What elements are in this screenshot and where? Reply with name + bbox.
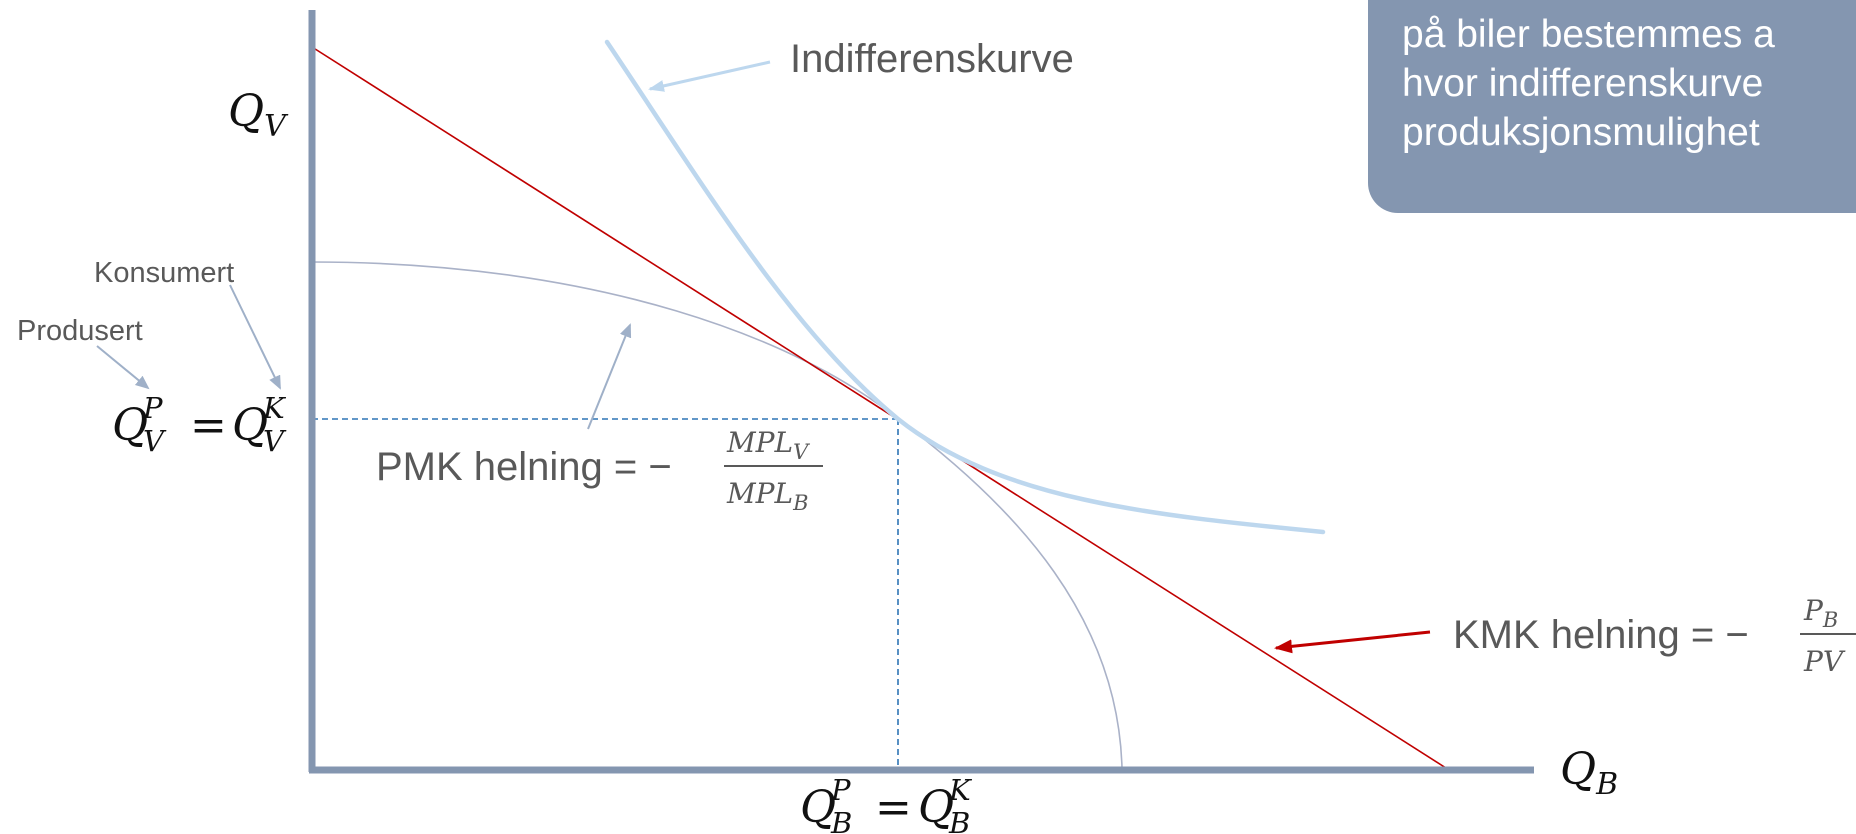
callout-line-1: på biler bestemmes a [1402,13,1775,56]
consumed-label: Konsumert [94,257,234,289]
svg-text:MPLV: MPLV [726,426,810,464]
svg-text:PMK helning = −: PMK helning = − [376,445,672,489]
consumed-arrow [229,284,281,390]
svg-text:V: V [143,424,167,458]
production-possibility-curve [311,261,1123,769]
indifference-curve-arrow [648,60,771,92]
callout-line-2: hvor indifferenskurve [1402,62,1764,105]
svg-text:V: V [263,424,287,458]
pmk-arrow [587,323,632,430]
svg-text:PB: PB [1803,594,1838,632]
budget-line [311,46,1447,769]
svg-text:KMK helning = −: KMK helning = − [1453,613,1749,657]
produced-arrow [96,345,150,390]
svg-text:PV: PV [1803,645,1846,678]
kmk-slope-label: KMK helning = − PB PV [1453,594,1856,678]
indifference-curve [604,39,1326,535]
svg-text:Q: Q [232,400,268,451]
svg-text:Q: Q [800,782,836,833]
svg-text:P: P [142,391,163,425]
pmk-slope-label: PMK helning = − MPLV MPLB [376,426,823,515]
svg-text:=: = [190,400,227,451]
indifference-curve-label: Indifferenskurve [790,37,1074,81]
qv-equality-label: Q V P = Q V K [112,391,287,458]
svg-text:Q: Q [112,400,148,451]
svg-text:MPLB: MPLB [726,477,809,515]
svg-text:Q: Q [918,782,954,833]
svg-text:B: B [830,806,852,834]
svg-text:K: K [262,391,287,425]
callout-line-3: produksjonsmulighet [1402,111,1760,154]
x-axis-label: QB [1560,744,1618,802]
produced-label: Produsert [17,315,143,347]
qb-equality-label: Q B P = Q B K [800,773,973,834]
svg-text:=: = [875,782,912,833]
svg-text:B: B [948,806,970,834]
svg-text:K: K [948,773,973,807]
svg-text:P: P [830,773,851,807]
y-axis-label: QV [228,86,289,144]
explanation-callout: på biler bestemmes a hvor indifferenskur… [1368,0,1856,213]
kmk-arrow [1274,630,1431,654]
